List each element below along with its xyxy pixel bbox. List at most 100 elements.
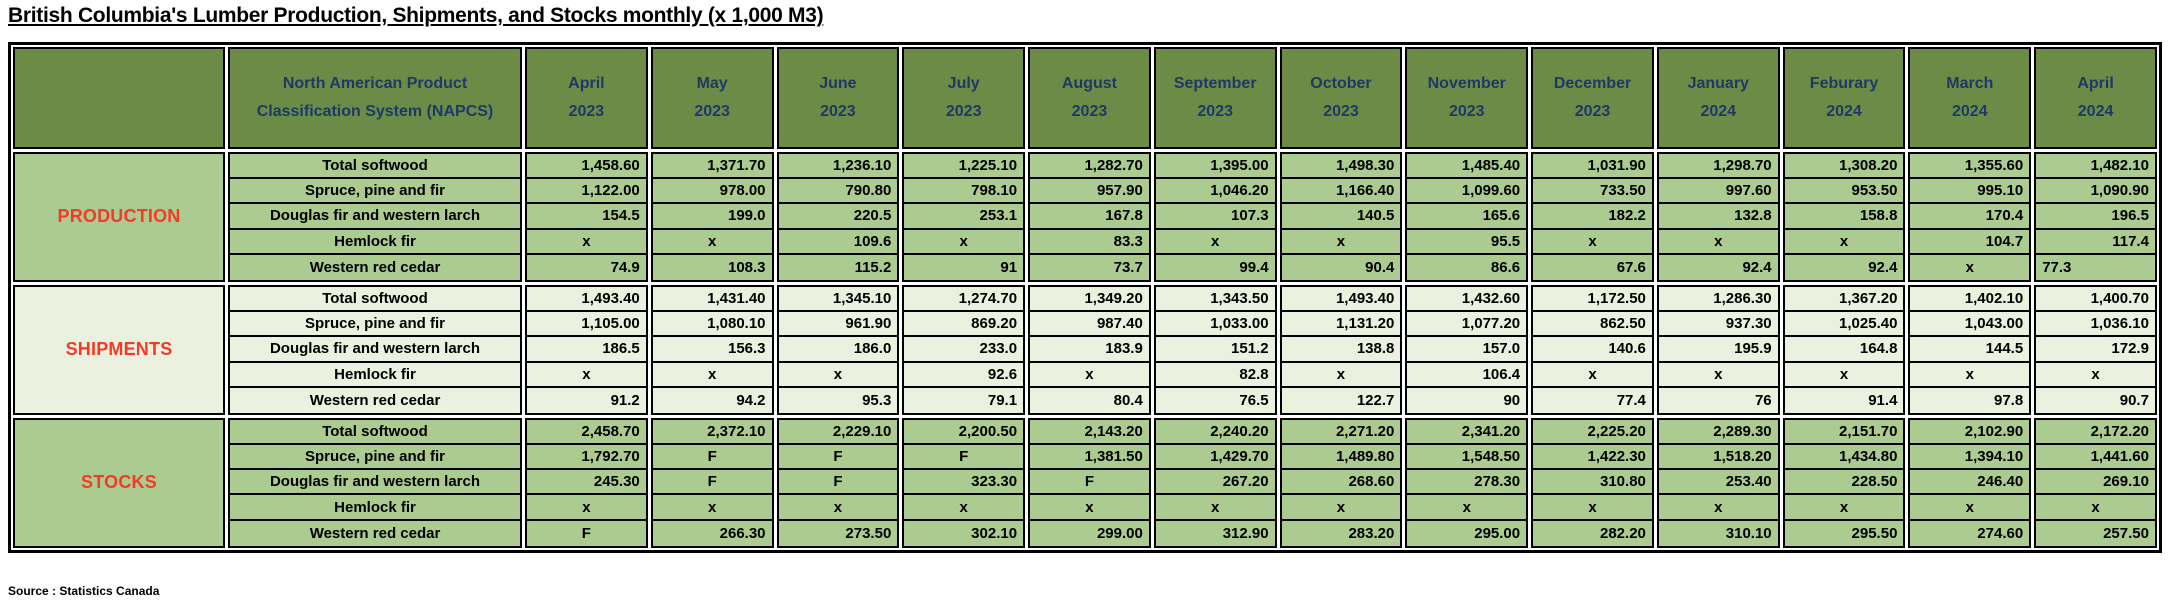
month-header-cell-8: December 2023: [1531, 47, 1654, 149]
value-cell: 1,493.40: [527, 286, 646, 313]
value-cell: 2,341.20: [1407, 419, 1527, 446]
value-cell: 1,381.50: [1030, 445, 1149, 471]
value-cell: 245.30: [527, 470, 646, 496]
value-column-7: 1,432.60 1,077.20 157.0 106.4 90: [1405, 284, 1529, 415]
value-cell: 172.9: [2036, 337, 2155, 363]
value-cell: x: [778, 495, 898, 521]
value-column-5: 2,240.20 1,429.70 267.20 x 312.90: [1153, 417, 1277, 548]
section-stocks: STOCKS Total softwood Spruce, pine and fir…: [13, 417, 2157, 548]
value-cell: x: [1281, 495, 1401, 521]
value-cell: 233.0: [904, 337, 1024, 363]
value-cell: 987.40: [1030, 312, 1149, 338]
section-label-cell: STOCKS: [13, 417, 225, 548]
value-cell: 2,372.10: [652, 419, 772, 446]
value-cell: F: [527, 520, 646, 546]
value-column-10: 1,308.20 953.50 158.8 x 92.4: [1782, 152, 1906, 282]
value-cell: x: [1784, 229, 1904, 255]
value-cell: 82.8: [1155, 362, 1275, 388]
value-cell: 144.5: [1910, 337, 2030, 363]
value-cell: x: [1533, 362, 1652, 388]
month-year: 2023: [1574, 103, 1611, 120]
value-cell: 1,308.20: [1784, 154, 1904, 180]
value-cell: 790.80: [778, 179, 898, 205]
value-cell: 94.2: [652, 387, 772, 413]
value-cell: 283.20: [1281, 520, 1401, 546]
value-cell: 733.50: [1533, 179, 1652, 205]
month-header-cell-6: October 2023: [1279, 47, 1403, 149]
row-label-cell: Spruce, pine and fir: [230, 445, 520, 471]
value-cell: 2,143.20: [1030, 419, 1149, 446]
value-column-8: 1,172.50 862.50 140.6 x 77.4: [1531, 284, 1654, 415]
value-column-2: 1,236.10 790.80 220.5 109.6 115.2: [776, 152, 900, 282]
value-column-12: 2,172.20 1,441.60 269.10 x 257.50: [2034, 417, 2157, 548]
value-cell: 1,371.70: [652, 154, 772, 180]
month-name: November: [1427, 75, 1506, 92]
value-cell: x: [2036, 495, 2155, 521]
month-year: 2023: [820, 103, 856, 120]
value-cell: 1,422.30: [1533, 445, 1652, 471]
value-cell: 953.50: [1784, 179, 1904, 205]
value-cell: 869.20: [904, 312, 1024, 338]
month-name: May: [696, 75, 728, 92]
value-cell: 77.3: [2036, 254, 2155, 280]
value-cell: 165.6: [1407, 204, 1527, 230]
value-cell: 961.90: [778, 312, 898, 338]
value-column-4: 1,349.20 987.40 183.9 x 80.4: [1028, 284, 1151, 415]
value-column-0: 2,458.70 1,792.70 245.30 x F: [525, 417, 648, 548]
value-cell: 2,271.20: [1281, 419, 1401, 446]
value-cell: x: [1030, 362, 1149, 388]
value-column-12: 1,482.10 1,090.90 196.5 117.4 77.3: [2034, 152, 2157, 282]
value-cell: x: [904, 495, 1024, 521]
value-cell: x: [778, 362, 898, 388]
value-column-5: 1,395.00 1,046.20 107.3 x 99.4: [1153, 152, 1277, 282]
value-cell: 83.3: [1030, 229, 1149, 255]
value-column-1: 1,371.70 978.00 199.0 x 108.3: [650, 152, 774, 282]
value-cell: 1,046.20: [1155, 179, 1275, 205]
value-column-9: 1,298.70 997.60 132.8 x 92.4: [1656, 152, 1780, 282]
value-cell: 2,200.50: [904, 419, 1024, 446]
month-year: 2023: [1323, 103, 1359, 120]
value-column-6: 1,498.30 1,166.40 140.5 x 90.4: [1279, 152, 1403, 282]
month-name: July: [947, 75, 980, 92]
value-column-4: 1,282.70 957.90 167.8 83.3 73.7: [1028, 152, 1151, 282]
month-year: 2023: [1197, 103, 1233, 120]
month-header-cell-1: May 2023: [650, 47, 774, 149]
value-cell: 862.50: [1533, 312, 1652, 338]
value-cell: 1,099.60: [1407, 179, 1527, 205]
value-cell: 302.10: [904, 520, 1024, 546]
value-cell: x: [652, 495, 772, 521]
value-cell: 2,229.10: [778, 419, 898, 446]
value-cell: 167.8: [1030, 204, 1149, 230]
value-cell: 2,225.20: [1533, 419, 1652, 446]
value-cell: 109.6: [778, 229, 898, 255]
row-label-cell: Spruce, pine and fir: [230, 179, 520, 205]
value-cell: x: [527, 229, 646, 255]
month-name: August: [1061, 75, 1117, 92]
value-cell: 140.6: [1533, 337, 1652, 363]
value-cell: 104.7: [1910, 229, 2030, 255]
value-column-6: 1,493.40 1,131.20 138.8 x 122.7: [1279, 284, 1403, 415]
value-cell: x: [1533, 495, 1652, 521]
month-header-cell-7: November 2023: [1405, 47, 1529, 149]
value-cell: 1,400.70: [2036, 286, 2155, 313]
value-cell: 186.5: [527, 337, 646, 363]
month-header-cell-12: April 2024: [2034, 47, 2157, 149]
value-cell: 246.40: [1910, 470, 2030, 496]
value-cell: 80.4: [1030, 387, 1149, 413]
value-cell: 199.0: [652, 204, 772, 230]
value-column-9: 2,289.30 1,518.20 253.40 x 310.10: [1656, 417, 1780, 548]
value-cell: 1,482.10: [2036, 154, 2155, 180]
value-cell: 196.5: [2036, 204, 2155, 230]
month-header-cell-0: April 2023: [525, 47, 648, 149]
month-year: 2023: [1071, 103, 1108, 120]
month-name: January: [1687, 75, 1749, 92]
value-cell: 2,102.90: [1910, 419, 2030, 446]
corner-cell: [13, 47, 225, 149]
value-cell: 310.80: [1533, 470, 1652, 496]
month-year: 2023: [568, 103, 605, 120]
value-cell: 1,236.10: [778, 154, 898, 180]
row-label-cell: Total softwood: [230, 154, 520, 180]
section-label-text: PRODUCTION: [57, 206, 181, 227]
value-cell: 1,286.30: [1658, 286, 1778, 313]
